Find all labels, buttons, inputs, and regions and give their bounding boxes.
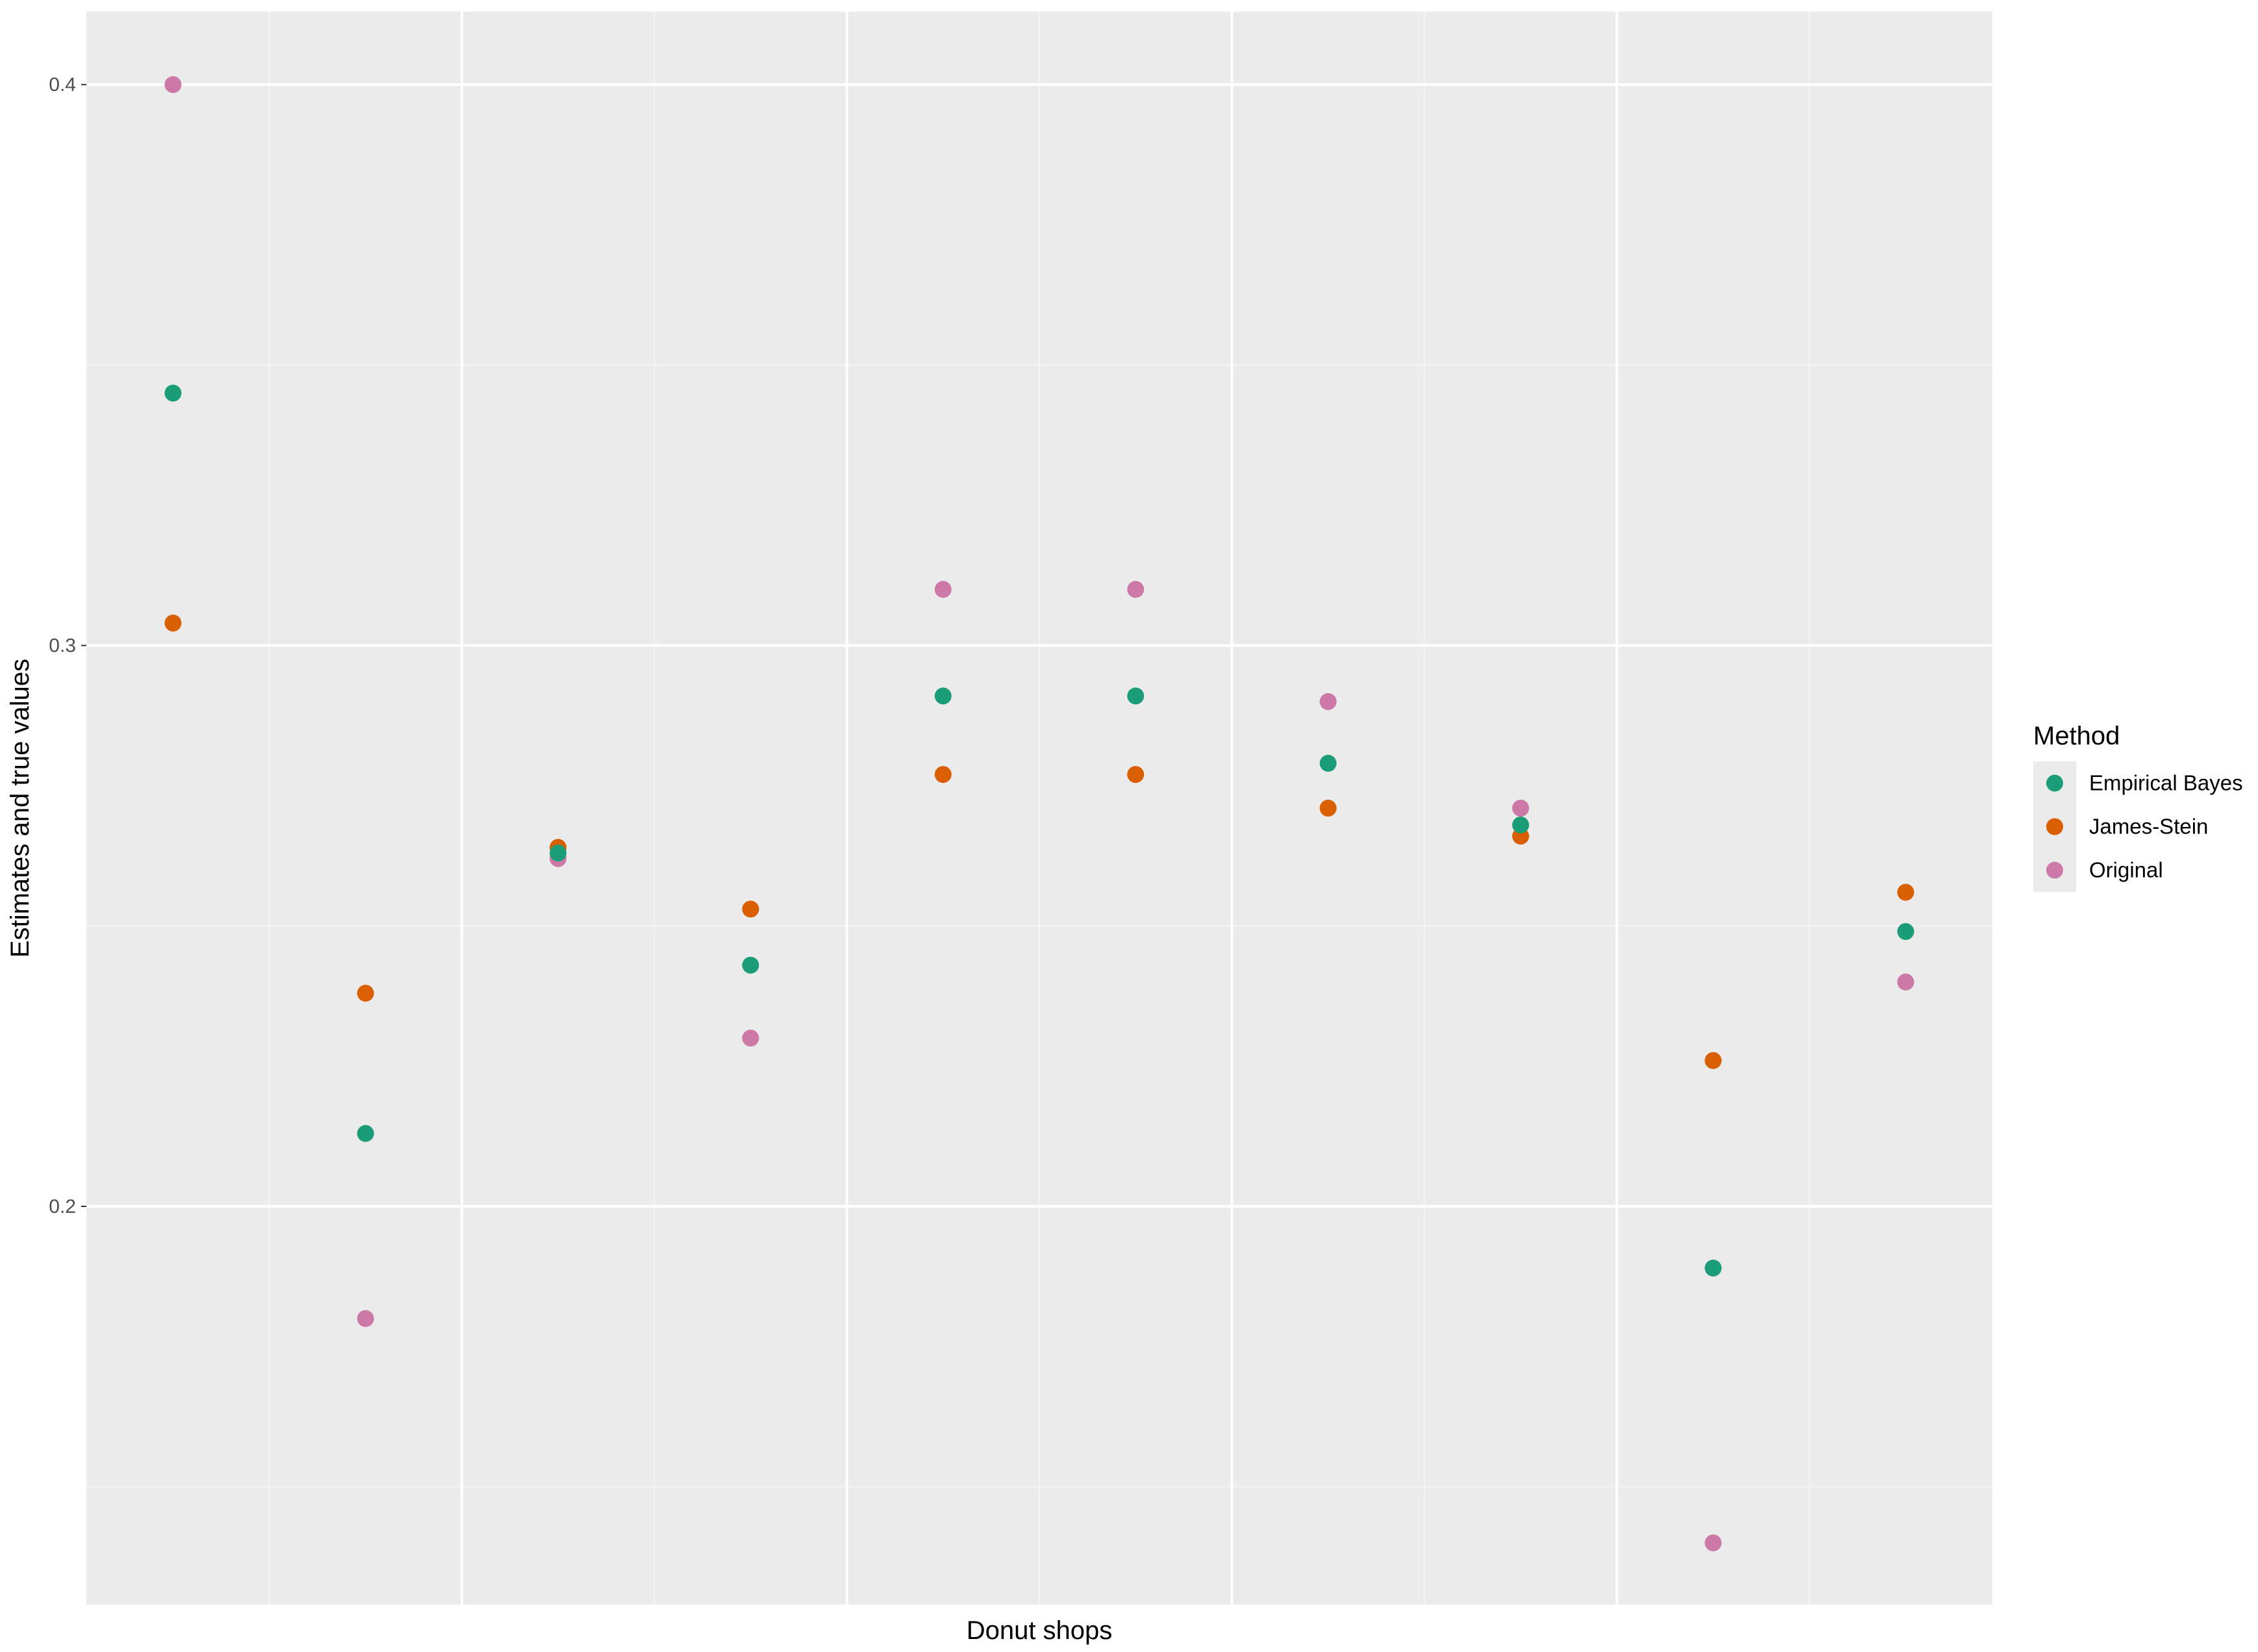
- legend-marker-original: [2046, 861, 2063, 879]
- legend-items: Empirical Bayes James-Stein Original: [2033, 761, 2243, 892]
- point-james-stein: [934, 766, 952, 783]
- point-james-stein: [1319, 800, 1337, 817]
- legend: Method Empirical Bayes James-Stein Origina…: [2033, 722, 2243, 892]
- y-axis-title: Estimates and true values: [6, 659, 34, 958]
- point-empirical-bayes: [1897, 922, 1914, 940]
- point-original: [742, 1029, 759, 1047]
- point-empirical-bayes: [1127, 687, 1145, 705]
- y-tick-label: 0.2: [49, 1196, 76, 1217]
- point-empirical-bayes: [164, 385, 182, 402]
- point-original: [164, 76, 182, 94]
- legend-label-original: Original: [2089, 858, 2163, 882]
- legend-marker-empirical-bayes: [2046, 774, 2063, 792]
- point-original: [1705, 1534, 1722, 1552]
- legend-label-empirical-bayes: Empirical Bayes: [2089, 771, 2243, 795]
- point-original: [357, 1310, 374, 1327]
- point-empirical-bayes: [1705, 1259, 1722, 1277]
- point-james-stein: [1897, 883, 1914, 901]
- legend-marker-james-stein: [2046, 818, 2063, 835]
- legend-label-james-stein: James-Stein: [2089, 815, 2208, 839]
- point-empirical-bayes: [357, 1125, 374, 1142]
- point-empirical-bayes: [934, 687, 952, 705]
- y-axis-ticks: 0.2 0.3 0.4: [49, 74, 86, 1217]
- legend-title: Method: [2033, 722, 2120, 750]
- point-original: [1127, 581, 1145, 598]
- point-original: [934, 581, 952, 598]
- y-tick-label: 0.4: [49, 74, 76, 95]
- point-original: [1897, 973, 1914, 991]
- major-gridlines: [86, 12, 2003, 1605]
- point-original: [1512, 800, 1529, 817]
- minor-gridlines: [86, 12, 1992, 1605]
- data-points: [164, 76, 1914, 1552]
- point-james-stein: [1127, 766, 1145, 783]
- y-tick-label: 0.3: [49, 635, 76, 657]
- x-axis-title: Donut shops: [967, 1616, 1113, 1645]
- point-empirical-bayes: [550, 845, 567, 862]
- point-james-stein: [742, 900, 759, 918]
- point-empirical-bayes: [742, 956, 759, 974]
- point-james-stein: [357, 984, 374, 1002]
- point-james-stein: [164, 615, 182, 632]
- point-james-stein: [1705, 1052, 1722, 1069]
- point-empirical-bayes: [1319, 754, 1337, 772]
- point-original: [1319, 693, 1337, 710]
- point-empirical-bayes: [1512, 816, 1529, 833]
